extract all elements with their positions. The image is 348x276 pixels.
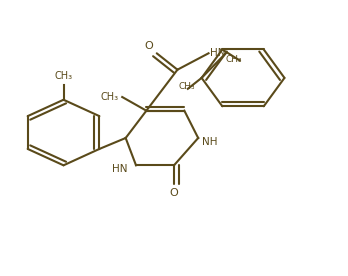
Text: HN: HN (210, 48, 226, 58)
Text: CH₃: CH₃ (55, 71, 73, 81)
Text: NH: NH (201, 137, 217, 147)
Text: CH₃: CH₃ (101, 92, 119, 102)
Text: HN: HN (112, 164, 127, 174)
Text: CH₃: CH₃ (226, 55, 243, 64)
Text: O: O (169, 188, 179, 198)
Text: O: O (144, 41, 153, 51)
Text: CH₃: CH₃ (178, 82, 195, 91)
